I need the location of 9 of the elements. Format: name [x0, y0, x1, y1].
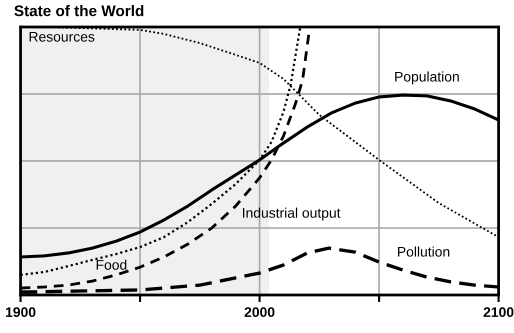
x-tick-label: 2100 — [484, 307, 514, 318]
series-label: Food — [96, 260, 126, 270]
series-label: Pollution — [398, 246, 450, 257]
x-tick-label: 2000 — [244, 307, 274, 318]
chart-title: State of the World — [14, 4, 144, 16]
series-label: Industrial output — [242, 208, 340, 221]
x-tick-label: 1900 — [6, 307, 36, 318]
series-label: Resources — [30, 32, 94, 42]
series-label: Population — [395, 71, 459, 84]
